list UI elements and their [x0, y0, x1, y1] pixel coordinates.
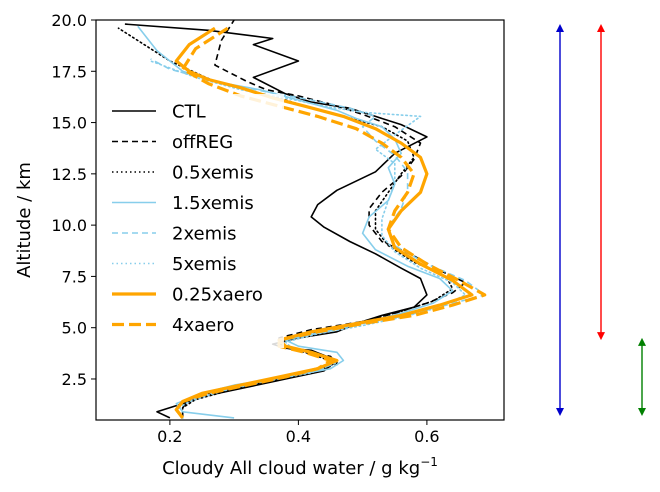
y-tick-label: 2.5 — [62, 370, 87, 389]
legend-label-4xaero: 4xaero — [172, 315, 234, 336]
legend: CTL offREG 0.5xemis 1.5xemis 2xemis 5xemis 0.2… — [104, 94, 284, 348]
x-tick-label: 0.2 — [157, 427, 182, 446]
y-tick-label: 12.5 — [51, 165, 87, 184]
legend-box — [104, 94, 284, 348]
x-tick-label: 0.6 — [414, 427, 439, 446]
y-tick-label: 20.0 — [51, 11, 87, 30]
range-arrow — [597, 24, 605, 341]
y-axis-ticks: 2.5 5.0 7.5 10.0 12.5 15.0 17.5 20.0 — [51, 11, 96, 389]
legend-label-2xemis: 2xemis — [172, 224, 237, 245]
series-line-4xaero — [174, 26, 487, 419]
y-tick-label: 7.5 — [62, 267, 87, 286]
legend-label-0-25xaero: 0.25xaero — [172, 285, 263, 306]
legend-label-ctl: CTL — [172, 102, 206, 123]
x-tick-label: 0.4 — [286, 427, 311, 446]
legend-label-5xemis: 5xemis — [172, 254, 237, 275]
x-axis-title: Cloudy All cloud water / g kg−1 — [162, 455, 438, 479]
y-tick-label: 17.5 — [51, 62, 87, 81]
plot-frame — [95, 19, 505, 421]
legend-label-1-5xemis: 1.5xemis — [172, 193, 254, 214]
y-tick-label: 15.0 — [51, 114, 87, 133]
series-line-1-5xemis — [137, 25, 454, 419]
legend-label-offreg: offREG — [172, 132, 233, 153]
range-arrow — [556, 24, 564, 416]
y-tick-label: 10.0 — [51, 216, 87, 235]
x-axis-ticks: 0.2 0.4 0.6 — [157, 420, 440, 446]
x-axis-title-superscript: −1 — [420, 455, 438, 469]
legend-label-0-5xemis: 0.5xemis — [172, 163, 254, 184]
y-tick-label: 5.0 — [62, 319, 87, 338]
y-axis-title: Altitude / km — [14, 162, 35, 278]
x-axis-title-text: Cloudy All cloud water / g kg — [162, 458, 420, 479]
range-arrow — [638, 337, 646, 416]
range-arrows — [556, 24, 646, 416]
